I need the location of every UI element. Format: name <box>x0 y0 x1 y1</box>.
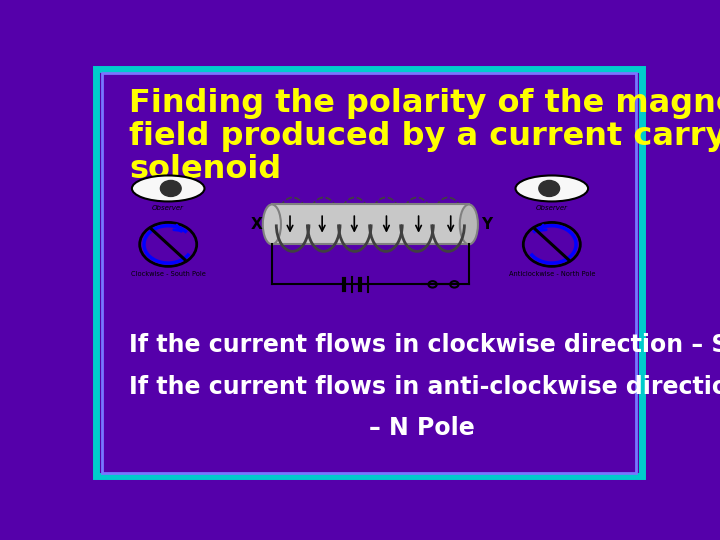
Text: Observer: Observer <box>152 205 184 212</box>
Ellipse shape <box>516 176 588 201</box>
Text: If the current flows in anti-clockwise direction: If the current flows in anti-clockwise d… <box>129 375 720 399</box>
Ellipse shape <box>263 205 281 245</box>
Text: solenoid: solenoid <box>129 154 282 185</box>
Text: Finding the polarity of the magnetic: Finding the polarity of the magnetic <box>129 87 720 119</box>
Circle shape <box>161 180 181 197</box>
Ellipse shape <box>460 205 478 245</box>
Text: Observer: Observer <box>536 205 568 212</box>
Text: Clockwise - South Pole: Clockwise - South Pole <box>131 272 206 278</box>
Text: If the current flows in clockwise direction – S pole: If the current flows in clockwise direct… <box>129 333 720 357</box>
Text: – N Pole: – N Pole <box>369 416 474 440</box>
Bar <box>272 205 469 245</box>
Text: field produced by a current carrying: field produced by a current carrying <box>129 121 720 152</box>
Text: Anticlockwise - North Pole: Anticlockwise - North Pole <box>508 272 595 278</box>
Circle shape <box>539 180 559 197</box>
Ellipse shape <box>132 176 204 201</box>
Text: Y: Y <box>482 217 492 232</box>
Text: X: X <box>251 217 262 232</box>
